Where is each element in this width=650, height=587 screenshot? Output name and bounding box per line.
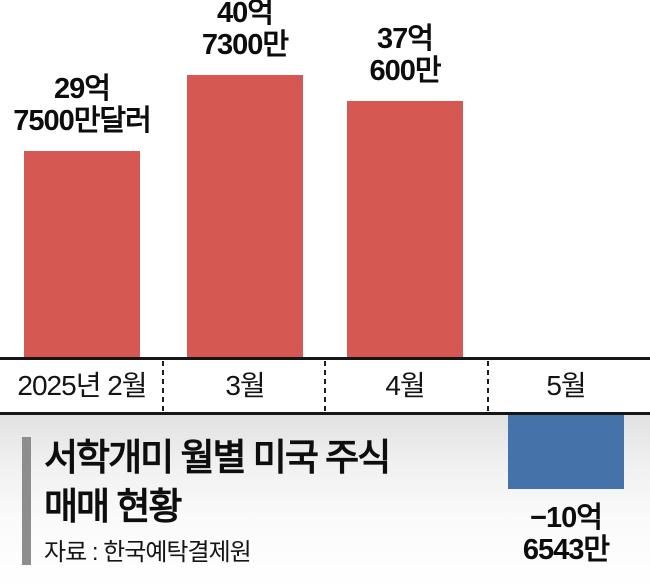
bar-value-label-line: −10억	[530, 502, 603, 534]
x-axis-top-line	[0, 357, 650, 360]
chart-title-line1: 서학개미 월별 미국 주식	[44, 437, 391, 478]
bar-value-label-line: 37억	[377, 23, 434, 55]
x-axis-separator	[486, 361, 489, 412]
bar-value-label-line: 7500만달러	[13, 105, 152, 137]
x-axis-label-3: 4월	[385, 370, 425, 401]
chart-title-line2: 매매 현황	[44, 486, 182, 527]
chart-source: 자료 : 한국예탁결제원	[44, 539, 252, 566]
bar-1-2025년 2월	[24, 151, 140, 357]
bar-value-label-3: 37억 600만	[295, 23, 515, 87]
bar-value-label-line: 7300만	[201, 29, 289, 61]
bar-value-label-line: 6543만	[522, 534, 610, 566]
bar-value-label-2: 40억 7300만	[135, 0, 355, 61]
x-axis-label-4: 5월	[546, 370, 586, 401]
bar-3-4월	[347, 101, 463, 357]
x-axis-label-1: 2025년 2월	[17, 370, 147, 401]
bar-value-label-1: 29억 7500만달러	[0, 73, 192, 137]
bar-4-5월	[508, 415, 624, 489]
bar-value-label-4: −10억 6543만	[456, 502, 650, 566]
title-accent-bar	[22, 437, 31, 565]
chart-title: 서학개미 월별 미국 주식 매매 현황	[44, 433, 391, 531]
x-axis-band: 2025년 2월 3월 4월 5월	[0, 360, 650, 412]
x-axis-label-2: 3월	[225, 370, 265, 401]
x-axis-separator	[161, 361, 164, 412]
bar-value-label-line: 29억	[54, 73, 111, 105]
x-axis-separator	[324, 361, 326, 412]
x-axis-bottom-line	[0, 412, 650, 415]
bar-2-3월	[187, 75, 303, 357]
bar-value-label-line: 40억	[217, 0, 274, 29]
bar-value-label-line: 600만	[369, 55, 441, 87]
